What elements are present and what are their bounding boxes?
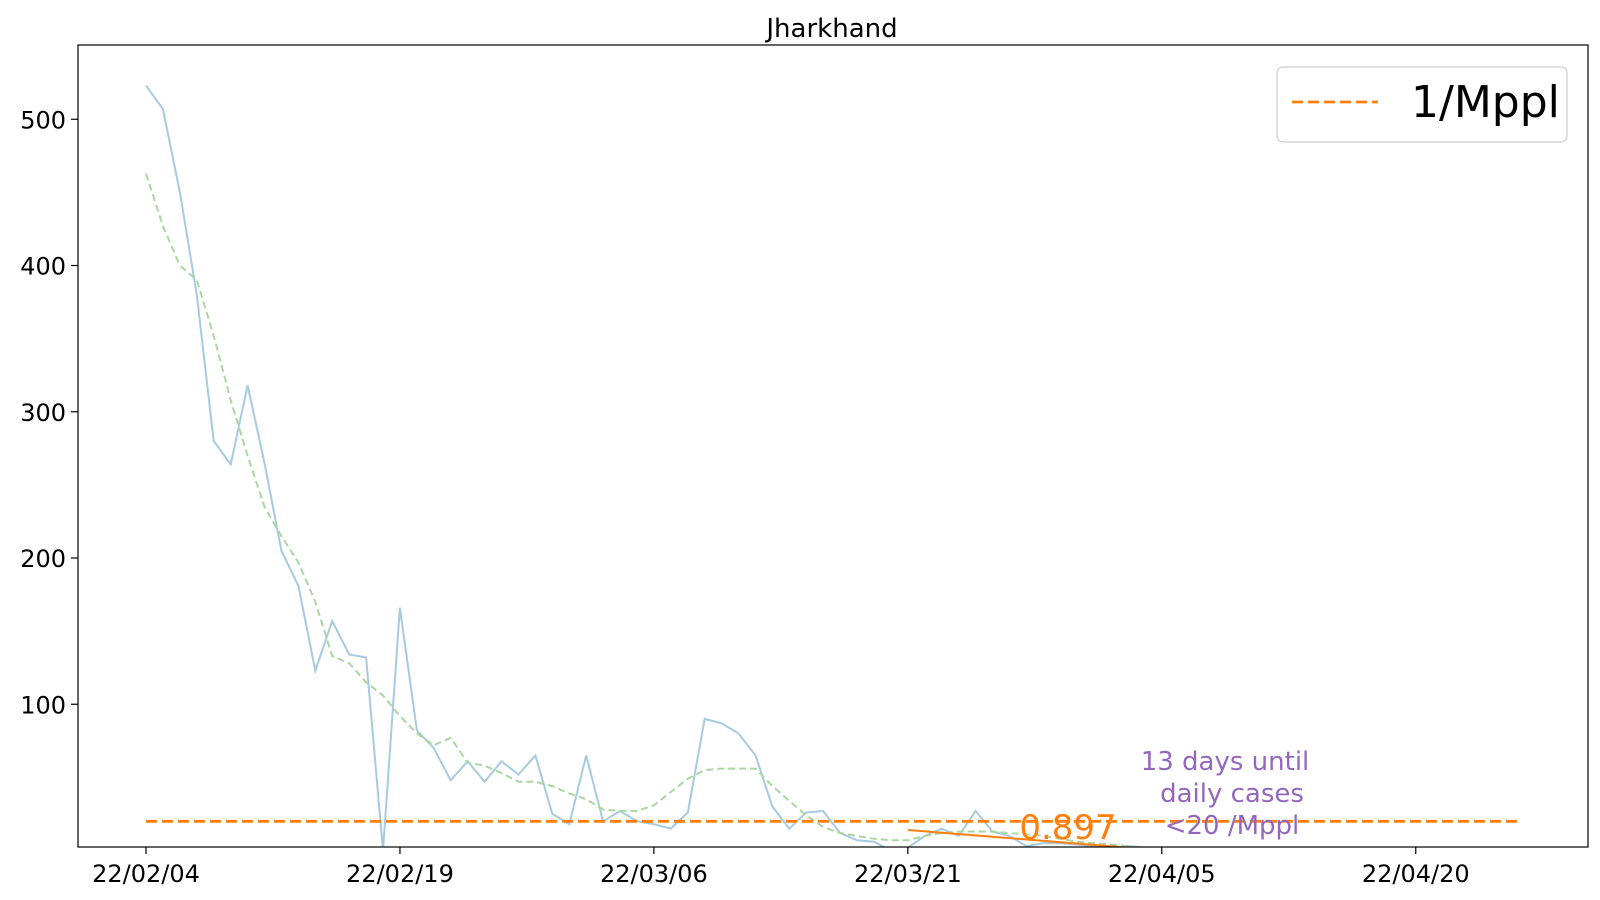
y-tick-label: 300 xyxy=(20,399,66,427)
y-axis: 100 200 300 400 500 xyxy=(20,106,78,719)
plot-frame xyxy=(77,44,1589,848)
y-tick-label: 100 xyxy=(20,691,66,719)
annotation-line-1: 13 days until xyxy=(1141,747,1310,777)
series-line-3 xyxy=(907,829,1133,847)
chart-title: Jharkhand xyxy=(764,14,897,44)
x-tick-label: 22/03/21 xyxy=(854,860,962,888)
series-line-1 xyxy=(145,173,1145,847)
y-tick-label: 500 xyxy=(20,106,66,134)
annotation-line-3: <20 /Mppl xyxy=(1165,811,1300,841)
legend-box xyxy=(1276,66,1568,143)
slope-label: 0.897 xyxy=(1019,808,1116,848)
x-axis: 22/02/04 22/02/19 22/03/06 22/03/21 22/04/05… xyxy=(92,847,1470,888)
y-tick-label: 200 xyxy=(20,545,66,573)
x-tick-label: 22/02/04 xyxy=(92,860,200,888)
x-tick-label: 22/02/19 xyxy=(346,860,454,888)
x-tick-label: 22/04/20 xyxy=(1362,860,1470,888)
legend: 1/Mppl xyxy=(1276,66,1568,143)
series-line-0 xyxy=(145,85,1145,847)
y-tick-label: 400 xyxy=(20,253,66,281)
x-tick-label: 22/03/06 xyxy=(600,860,708,888)
annotation-days-until: 13 days until daily cases <20 /Mppl xyxy=(1141,747,1310,841)
annotation-line-2: daily cases xyxy=(1160,779,1304,809)
x-tick-label: 22/04/05 xyxy=(1108,860,1216,888)
legend-label-threshold: 1/Mppl xyxy=(1411,77,1560,128)
